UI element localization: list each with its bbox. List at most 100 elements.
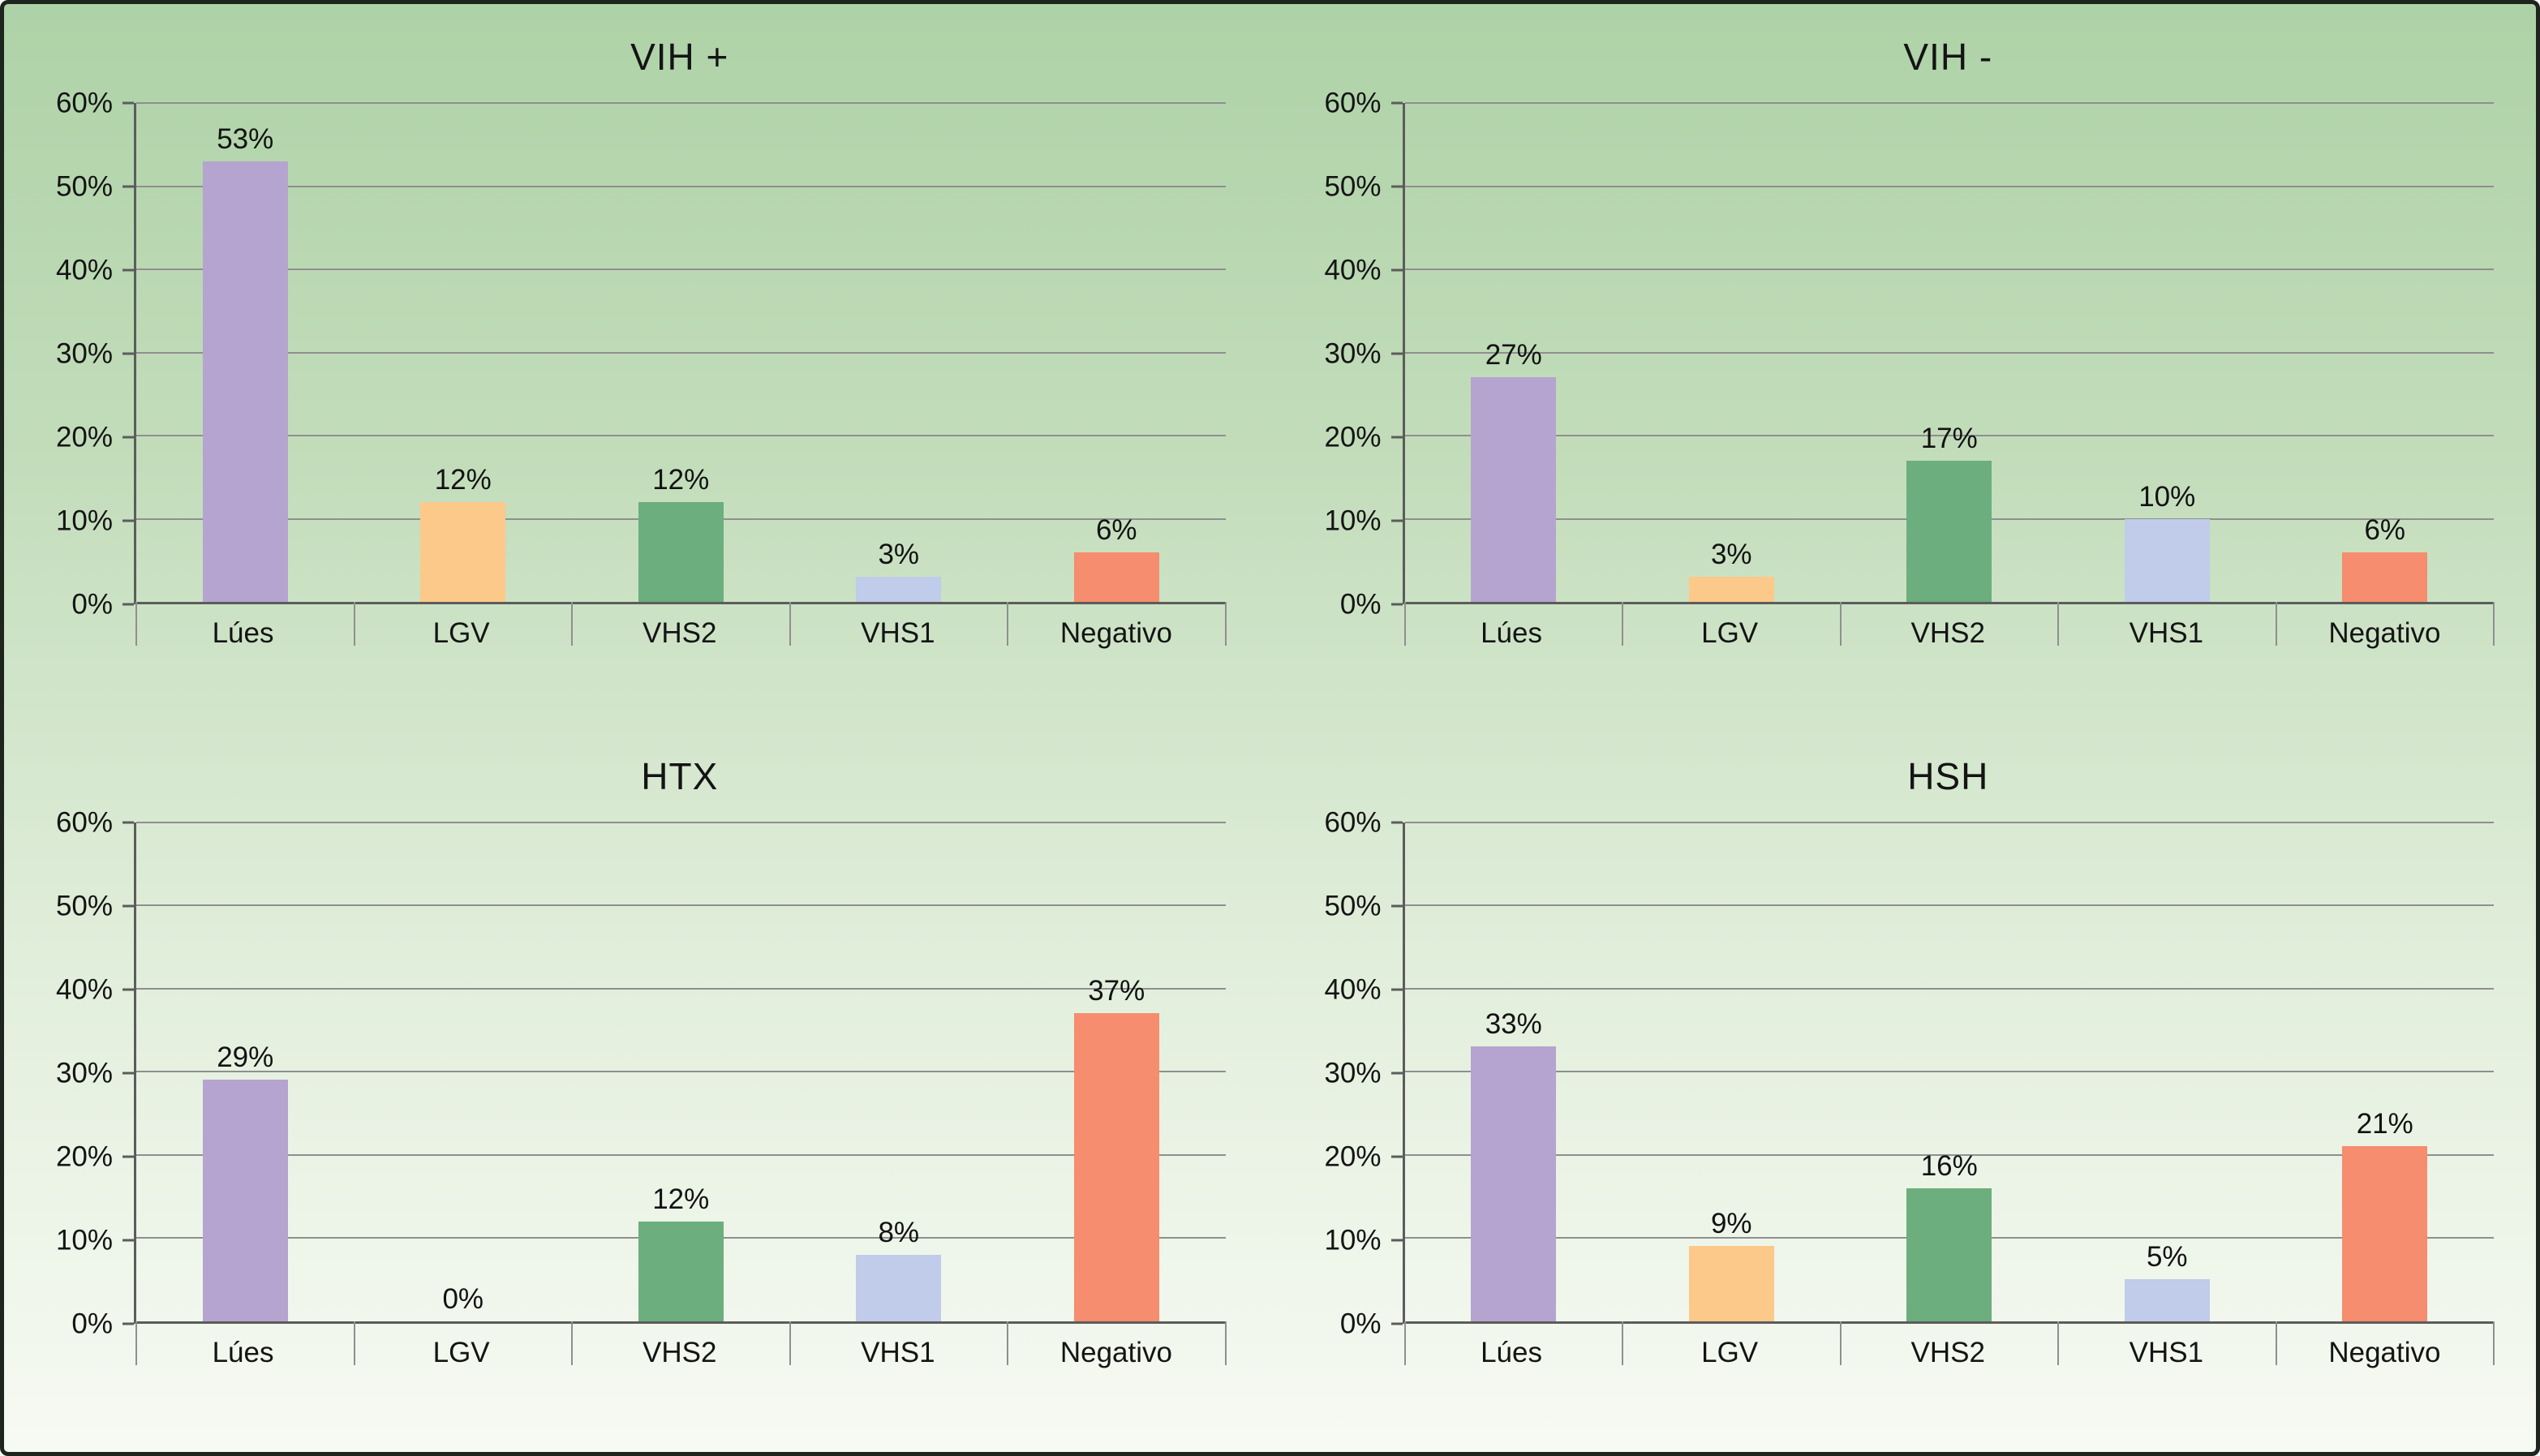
x-axis: Lúes LGV VHS2 VHS1 Negativo: [134, 1324, 1226, 1369]
bar-value-label: 3%: [1710, 539, 1752, 571]
x-axis: Lúes LGV VHS2 VHS1 Negativo: [1403, 604, 2495, 650]
y-axis-tick: [1390, 1072, 1403, 1074]
x-axis-label: VHS1: [2129, 1336, 2204, 1368]
bar: [2124, 518, 2210, 602]
bar: [2124, 1279, 2210, 1321]
x-axis-label: LGV: [432, 617, 490, 649]
plot-region: 29% 0% 12% 8% 37%: [134, 821, 1227, 1365]
y-axis-label: 10%: [55, 505, 113, 537]
bar-value-label: 12%: [434, 464, 492, 496]
y-axis-tick: [122, 1072, 134, 1074]
y-axis-label: 40%: [55, 973, 113, 1005]
plot-region: 27% 3% 17% 10% 6%: [1402, 102, 2495, 646]
x-axis-tick: [1224, 602, 1227, 646]
x-axis-tick: [1839, 602, 1842, 646]
plot-region: 33% 9% 16% 5% 21%: [1402, 821, 2495, 1365]
y-axis-tick: [1390, 519, 1403, 522]
bar: [1688, 1246, 1774, 1321]
bar-value-label: 12%: [652, 1183, 710, 1215]
bar: [1471, 377, 1557, 602]
y-axis-label: 10%: [1324, 1224, 1382, 1256]
y-axis-label: 60%: [55, 87, 113, 119]
y-axis-tick: [122, 1239, 134, 1241]
y-axis-tick: [122, 1322, 134, 1325]
gridline: [1404, 1153, 2494, 1156]
y-axis-tick: [122, 1155, 134, 1157]
gridline: [136, 1153, 1226, 1156]
bar-value-label: 3%: [878, 539, 920, 571]
bar: [638, 502, 724, 602]
x-axis-label: VHS2: [1910, 617, 1985, 649]
y-axis: 0% 10% 20% 30% 40% 50% 60%: [1315, 808, 1403, 1338]
y-axis-label: 50%: [55, 170, 113, 203]
bar: [420, 502, 506, 602]
x-axis: Lúes LGV VHS2 VHS1 Negativo: [1403, 1324, 2495, 1369]
charts-grid: VIH + 0% 10% 20% 30% 40% 50% 60% 53% 12% 12% 3% 6% Lú…: [4, 4, 2536, 1452]
y-axis-tick: [122, 821, 134, 823]
y-axis-label: 20%: [1324, 421, 1382, 453]
x-axis-tick: [571, 1321, 573, 1365]
x-axis-tick: [2275, 602, 2277, 646]
y-axis-tick: [1390, 268, 1403, 272]
bar: [1073, 1013, 1159, 1321]
y-axis-label: 0%: [1339, 1308, 1382, 1339]
x-axis-tick: [1224, 1321, 1227, 1365]
x-axis-tick: [1403, 602, 1406, 646]
y-axis-label: 20%: [55, 1140, 113, 1172]
bar-value-label: 33%: [1485, 1008, 1542, 1041]
gridline: [136, 185, 1226, 187]
chart-plot-area: 0% 10% 20% 30% 40% 50% 60% 27% 3% 17% 10% 6%: [1315, 89, 2495, 646]
y-axis-label: 50%: [55, 890, 113, 921]
y-axis-label: 40%: [1324, 254, 1382, 286]
x-axis-label: Lúes: [1481, 617, 1542, 649]
y-axis-label: 20%: [1324, 1140, 1382, 1172]
y-axis-tick: [122, 904, 134, 907]
x-axis-label: VHS2: [643, 617, 717, 649]
bar: [856, 1254, 942, 1321]
chart-panel: VIH + 0% 10% 20% 30% 40% 50% 60% 53% 12% 12% 3% 6% Lú…: [46, 25, 1227, 709]
x-axis-label: Negativo: [1059, 617, 1172, 649]
y-axis-label: 40%: [1324, 973, 1382, 1005]
y-axis-tick: [122, 519, 134, 522]
y-axis-label: 10%: [1324, 505, 1382, 537]
gridline: [1404, 435, 2494, 436]
bar-value-label: 37%: [1088, 975, 1145, 1007]
bar: [856, 577, 942, 602]
y-axis-label: 40%: [55, 254, 113, 286]
x-axis-tick: [1622, 1321, 1623, 1365]
chart-plot-area: 0% 10% 20% 30% 40% 50% 60% 29% 0% 12% 8% 37%: [46, 808, 1227, 1365]
bar-value-label: 17%: [1920, 422, 1978, 454]
plot-region: 53% 12% 12% 3% 6%: [134, 102, 1227, 646]
x-axis-tick: [353, 602, 355, 646]
bar-value-label: 0%: [442, 1282, 484, 1315]
gridline: [136, 1071, 1226, 1072]
gridline: [1404, 821, 2494, 823]
chart-title: VIH -: [1903, 36, 1993, 78]
x-axis-tick: [2493, 602, 2495, 646]
y-axis-tick: [1390, 988, 1403, 990]
y-axis-label: 60%: [1324, 806, 1382, 838]
x-axis-tick: [1007, 602, 1008, 646]
y-axis-tick: [1390, 904, 1403, 907]
x-axis-tick: [353, 1321, 355, 1365]
bar: [2342, 1146, 2428, 1321]
x-axis-tick: [135, 1321, 137, 1365]
bar-value-label: 6%: [2364, 513, 2406, 546]
y-axis-tick: [1390, 101, 1403, 105]
y-axis-tick: [1390, 185, 1403, 188]
bar-value-label: 21%: [2356, 1108, 2413, 1140]
bar: [638, 1221, 724, 1321]
x-axis: Lúes LGV VHS2 VHS1 Negativo: [134, 604, 1226, 650]
y-axis-label: 10%: [55, 1224, 113, 1256]
bar: [1073, 552, 1159, 602]
bar-value-label: 8%: [878, 1216, 920, 1248]
bar-value-label: 5%: [2146, 1241, 2188, 1273]
gridline: [136, 351, 1226, 354]
y-axis-tick: [122, 603, 134, 606]
y-axis-tick: [122, 185, 134, 188]
y-axis: 0% 10% 20% 30% 40% 50% 60%: [46, 89, 134, 619]
y-axis-tick: [122, 988, 134, 990]
x-axis-tick: [2057, 1321, 2059, 1365]
chart-title: VIH +: [630, 36, 729, 78]
